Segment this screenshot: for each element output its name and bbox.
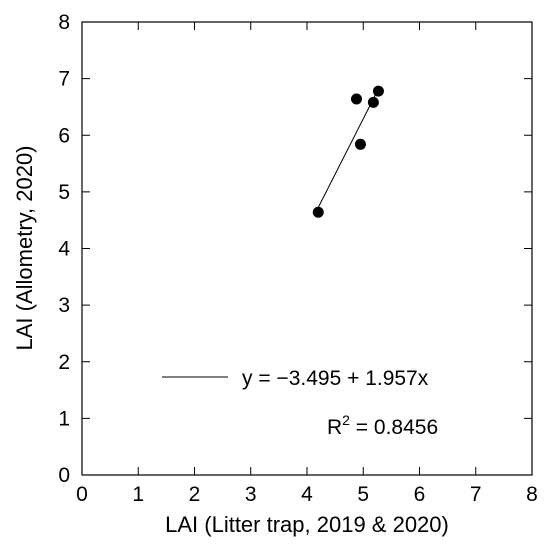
x-tick-label: 2: [189, 483, 201, 506]
y-tick-label: 3: [58, 294, 70, 317]
r-squared-superscript: 2: [342, 412, 350, 428]
data-point: [367, 96, 379, 108]
y-tick-label: 7: [58, 68, 70, 91]
x-tick-label: 4: [301, 483, 313, 506]
x-tick-label: 1: [132, 483, 144, 506]
y-tick-label: 2: [58, 351, 70, 374]
x-axis: 0 1 2 3 4 5 6 7 8: [76, 22, 538, 506]
r-squared-prefix: R: [327, 416, 342, 439]
legend: y = −3.495 + 1.957x R2 = 0.8456: [162, 367, 438, 439]
x-tick-label: 3: [245, 483, 257, 506]
data-point: [372, 85, 384, 97]
x-tick-label: 5: [357, 483, 369, 506]
data-point: [354, 138, 366, 150]
plot-frame: [81, 21, 533, 476]
x-axis-label: LAI (Litter trap, 2019 & 2020): [165, 512, 449, 537]
regression-equation: y = −3.495 + 1.957x: [242, 367, 429, 390]
y-tick-label: 1: [58, 407, 70, 430]
x-tick-label: 0: [76, 483, 88, 506]
data-point: [351, 93, 362, 105]
y-tick-label: 0: [58, 464, 70, 487]
x-tick-label: 6: [414, 483, 426, 506]
regression-line: [317, 88, 379, 208]
y-tick-label: 4: [58, 238, 70, 261]
regression-line-group: [317, 88, 379, 208]
r-squared-value: = 0.8456: [350, 416, 438, 439]
y-tick-label: 8: [58, 11, 70, 34]
data-point: [312, 206, 324, 218]
y-axis: 0 1 2 3 4 5 6 7 8: [58, 11, 532, 487]
y-axis-label: LAI (Allometry, 2020): [12, 145, 37, 350]
r-squared: R2 = 0.8456: [327, 412, 438, 439]
data-points: [312, 85, 384, 218]
x-tick-label: 7: [470, 483, 482, 506]
x-tick-label: 8: [526, 483, 538, 506]
y-tick-label: 6: [58, 124, 70, 147]
y-tick-label: 5: [58, 181, 70, 204]
